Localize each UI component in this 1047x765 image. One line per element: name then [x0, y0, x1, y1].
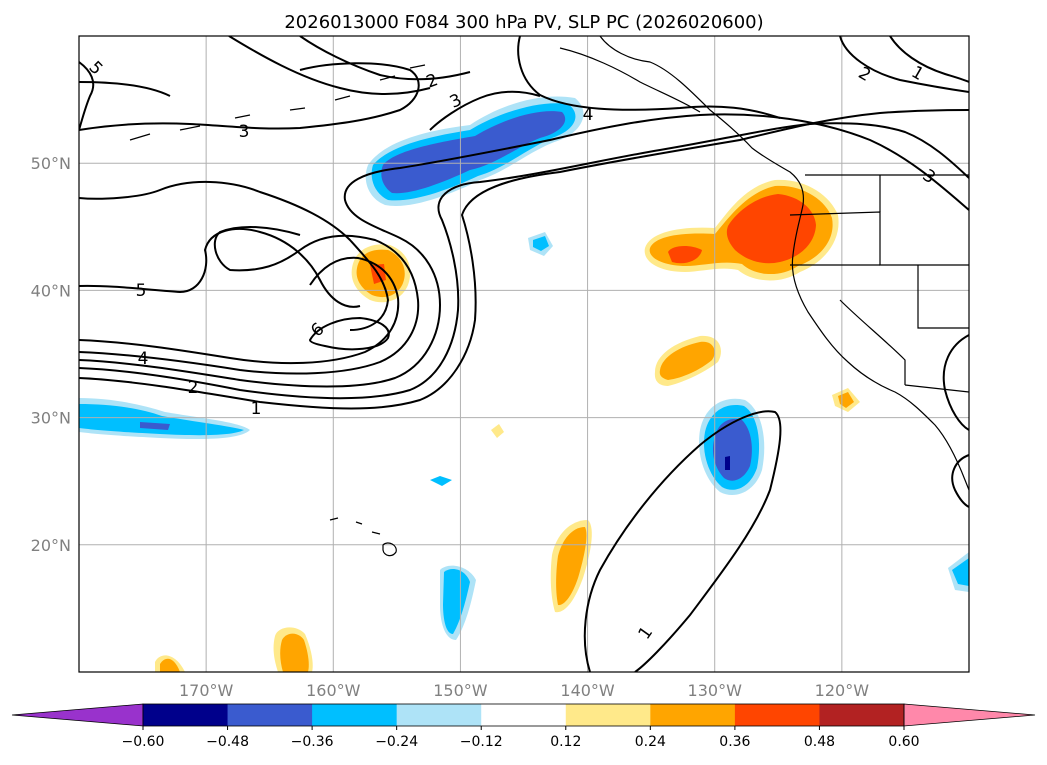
state-border-1 — [789, 211, 969, 266]
slp-contours — [79, 36, 969, 672]
state-border-4 — [917, 265, 969, 329]
isobar-8 — [308, 316, 390, 351]
longitude-tick-label: 120°W — [815, 681, 870, 700]
colorbar-tick-label: −0.60 — [122, 734, 165, 750]
longitude-tick-label: 160°W — [306, 681, 361, 700]
isobar-5 — [79, 256, 400, 365]
contour-label: 1 — [251, 399, 262, 419]
pv-negative-streak-north-core — [381, 111, 566, 194]
colorbar-tick-label: 0.36 — [719, 734, 750, 750]
latitude-tick-label: 20°N — [31, 536, 71, 555]
coastlines — [129, 36, 969, 557]
isobar-16 — [889, 36, 969, 83]
isobar-20 — [79, 81, 171, 97]
chart-title: 2026013000 F084 300 hPa PV, SLP PC (2026… — [284, 12, 763, 33]
north-america-coast — [599, 36, 969, 491]
colorbar-tick-label: 0.24 — [635, 734, 666, 750]
latitude-labels: 20°N 30°N 40°N 50°N — [31, 154, 71, 555]
map-panel: 5 3 2 3 4 5 4 2 1 6 2 1 3 1 20°N30°N40°N… — [31, 35, 970, 700]
colorbar-cell — [650, 704, 736, 726]
colorbar-extend-low — [11, 703, 144, 727]
colorbar-tick-label: −0.36 — [291, 734, 334, 750]
isobar-12 — [429, 90, 541, 131]
state-border-5 — [839, 299, 906, 385]
pv-negative-subtropical-core — [713, 418, 752, 481]
colorbar-tick-label: 0.12 — [550, 734, 581, 750]
isobar-4 — [79, 226, 420, 375]
gridlines — [79, 36, 969, 672]
alaska-coast — [559, 47, 701, 113]
colorbar-tick-label: −0.48 — [206, 734, 249, 750]
pv-negative-streak-south-core — [443, 569, 470, 634]
pv-negative-blob-small-core — [533, 236, 549, 251]
isobar-15 — [839, 36, 969, 93]
pv-positive-blob-central-core — [659, 341, 715, 380]
isobar-9 — [79, 62, 420, 131]
longitude-tick-label: 150°W — [433, 681, 488, 700]
colorbar-cell — [396, 704, 482, 726]
isobar-6 — [79, 228, 361, 308]
map-frame — [78, 35, 970, 673]
pv-negative-subtropical-peak — [725, 456, 730, 470]
colorbar-cell — [565, 704, 651, 726]
latitude-tick-label: 30°N — [31, 409, 71, 428]
hawaii-islands — [329, 517, 397, 557]
colorbar-cell — [481, 704, 567, 726]
colorbar-cell — [312, 704, 398, 726]
isobar-13 — [517, 36, 781, 119]
contour-label: 4 — [138, 349, 149, 369]
mexico-border — [904, 384, 969, 393]
isobar-10 — [228, 36, 431, 95]
pv-negative-west-edge-mid — [79, 404, 244, 436]
isobar-3 — [79, 113, 969, 388]
pv-positive-streak-south-core — [556, 527, 587, 606]
colorbar-tick-label: 0.48 — [804, 734, 835, 750]
pv-positive-bottom-1-core — [280, 633, 309, 672]
contour-label: 2 — [188, 378, 199, 398]
isobar-17 — [583, 410, 782, 672]
isobar-14 — [79, 61, 95, 131]
contour-label: 5 — [136, 281, 147, 301]
pv-negative-dot — [430, 476, 452, 486]
colorbar-tick-label: 0.60 — [888, 734, 919, 750]
colorbar-cell — [143, 704, 229, 726]
longitude-labels: 170°W 160°W 150°W 140°W 130°W 120°W — [179, 681, 869, 700]
isobar-2 — [79, 122, 969, 400]
isobar-7 — [79, 180, 390, 331]
colorbar-outline — [142, 703, 905, 727]
contour-label: 3 — [239, 122, 250, 142]
longitude-tick-label: 170°W — [179, 681, 234, 700]
pv-negative-west-edge-core — [140, 422, 170, 430]
colorbar-cell — [734, 704, 820, 726]
aleutians — [129, 64, 426, 141]
longitude-tick-label: 130°W — [688, 681, 743, 700]
colorbar-cell — [227, 704, 313, 726]
contour-label: 4 — [583, 105, 594, 125]
colorbar: −0.60 −0.48 −0.36 −0.24 −0.12 0.12 0.24 0.36 0.4… — [11, 703, 1036, 750]
colorbar-tick-label: −0.24 — [375, 734, 418, 750]
pv-positive-california-core — [668, 194, 816, 264]
colorbar-tick-label: −0.12 — [460, 734, 503, 750]
pv-positive-dot-1 — [491, 424, 504, 438]
isobar-19 — [951, 454, 969, 508]
pv-shading — [79, 96, 969, 672]
isobar-11 — [299, 36, 471, 81]
latitude-tick-label: 40°N — [31, 281, 71, 300]
colorbar-cell — [819, 704, 905, 726]
pv-positive-bottom-2-core — [160, 658, 180, 672]
longitude-tick-label: 140°W — [560, 681, 615, 700]
pv-negative-east-edge-core — [952, 558, 969, 586]
latitude-tick-label: 50°N — [31, 154, 71, 173]
colorbar-extend-high — [903, 703, 1036, 727]
